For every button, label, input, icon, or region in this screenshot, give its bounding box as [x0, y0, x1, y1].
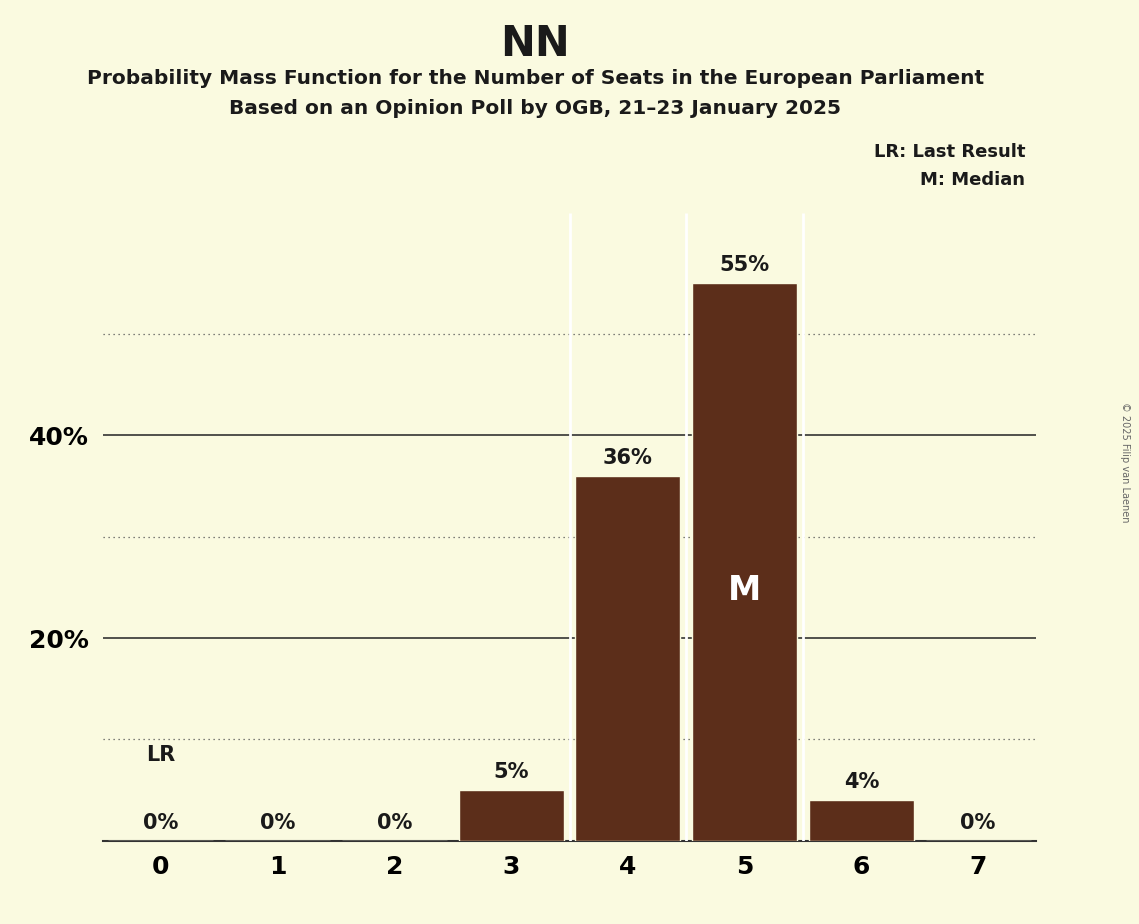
- Text: 0%: 0%: [377, 813, 412, 833]
- Text: M: Median: M: Median: [920, 171, 1025, 188]
- Bar: [459, 790, 564, 841]
- Text: NN: NN: [500, 23, 571, 65]
- Text: 36%: 36%: [603, 448, 653, 468]
- Text: Based on an Opinion Poll by OGB, 21–23 January 2025: Based on an Opinion Poll by OGB, 21–23 J…: [229, 99, 842, 118]
- Text: © 2025 Filip van Laenen: © 2025 Filip van Laenen: [1121, 402, 1130, 522]
- Text: 5%: 5%: [493, 762, 528, 782]
- Text: 0%: 0%: [960, 813, 995, 833]
- Text: LR: Last Result: LR: Last Result: [874, 143, 1025, 161]
- Text: Probability Mass Function for the Number of Seats in the European Parliament: Probability Mass Function for the Number…: [87, 69, 984, 89]
- Text: 0%: 0%: [260, 813, 295, 833]
- Text: 55%: 55%: [720, 255, 770, 275]
- Bar: [575, 476, 680, 841]
- Text: 4%: 4%: [844, 772, 879, 792]
- Text: LR: LR: [146, 745, 175, 765]
- Text: 0%: 0%: [144, 813, 179, 833]
- Text: M: M: [728, 574, 761, 606]
- Bar: [693, 284, 797, 841]
- Bar: [809, 800, 913, 841]
